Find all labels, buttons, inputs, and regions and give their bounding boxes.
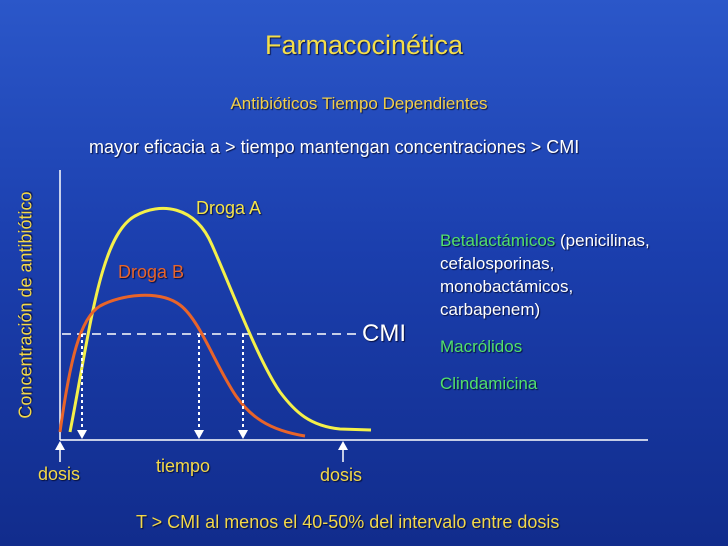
arrowhead-down — [77, 430, 87, 439]
betalactam-name: Betalactámicos — [440, 231, 556, 250]
curve-b-label: Droga B — [118, 262, 185, 282]
arrowhead-down — [238, 430, 248, 439]
betalactam-detail-4: carbapenem) — [440, 300, 541, 319]
arrowhead-down — [194, 430, 204, 439]
macrolides-item: Macrólidos — [440, 337, 523, 356]
cmi-label: CMI — [362, 320, 406, 347]
time-label: tiempo — [156, 456, 211, 476]
dose-label-2: dosis — [320, 465, 363, 485]
slide-footnote: T > CMI al menos el 40-50% del intervalo… — [136, 512, 560, 532]
curve-a-label: Droga A — [196, 198, 262, 218]
efficacy-statement: mayor eficacia a > tiempo mantengan conc… — [89, 137, 580, 157]
betalactam-detail-1: (penicilinas, — [555, 231, 650, 250]
betalactam-detail-3: monobactámicos, — [440, 277, 574, 296]
dose-label-1: dosis — [38, 464, 81, 484]
time-dependent-drug-list: Betalactámicos (penicilinas, cefalospori… — [440, 229, 720, 395]
clindamycin-item: Clindamicina — [440, 374, 538, 393]
dose-arrow-2-head — [338, 441, 348, 450]
curve-droga-a — [68, 206, 372, 433]
y-axis-label: Concentración de antibiótico — [15, 191, 36, 419]
betalactam-detail-2: cefalosporinas, — [440, 254, 555, 273]
dose-arrow-1-head — [55, 441, 65, 450]
betalactam-group: Betalactámicos (penicilinas, — [440, 229, 720, 252]
curve-droga-b — [58, 293, 306, 438]
slide-subtitle: Antibióticos Tiempo Dependientes — [230, 94, 488, 113]
slide-title: Farmacocinética — [264, 30, 464, 60]
